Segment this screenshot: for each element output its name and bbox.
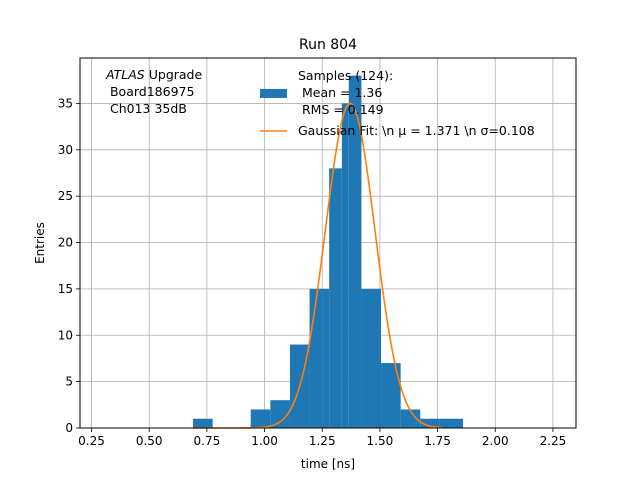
histogram-bar bbox=[439, 418, 463, 428]
histogram-bar bbox=[250, 409, 271, 428]
y-axis-ticks: 0 5 10 15 20 25 30 35 bbox=[58, 96, 80, 435]
legend-fit-label: Gaussian Fit: \n μ = 1.371 \n σ=0.108 bbox=[298, 123, 535, 138]
x-tick-label: 1.00 bbox=[251, 434, 278, 448]
histogram-bar bbox=[322, 288, 330, 428]
y-tick-label: 30 bbox=[58, 143, 73, 157]
atlas-italic-label: ATLAS bbox=[105, 67, 145, 82]
annotation-line-1: ATLAS Upgrade bbox=[105, 67, 202, 82]
x-tick-label: 2.25 bbox=[540, 434, 567, 448]
x-axis-ticks: 0.25 0.50 0.75 1.00 1.25 1.50 1.75 2.00 2.25 bbox=[78, 428, 566, 448]
y-tick-label: 10 bbox=[58, 328, 73, 342]
y-tick-label: 20 bbox=[58, 236, 73, 250]
annotation-line-2: Board186975 bbox=[106, 84, 194, 99]
x-tick-label: 0.25 bbox=[78, 434, 105, 448]
plot-area-frame bbox=[79, 57, 577, 429]
x-tick-label: 1.50 bbox=[367, 434, 394, 448]
histogram-bar bbox=[400, 409, 421, 428]
annotation-line-3: Ch013 35dB bbox=[106, 101, 187, 116]
x-tick-label: 0.75 bbox=[194, 434, 221, 448]
histogram-bar bbox=[270, 400, 290, 428]
y-tick-label: 0 bbox=[65, 421, 73, 435]
y-tick-label: 5 bbox=[65, 375, 73, 389]
legend-histogram-swatch bbox=[260, 89, 287, 98]
y-tick-label: 25 bbox=[58, 189, 73, 203]
histogram-bar bbox=[193, 418, 213, 428]
legend: Samples (124): Mean = 1.36 RMS = 0.149 G… bbox=[260, 68, 535, 138]
histogram-bar bbox=[361, 288, 382, 428]
chart-title: Run 804 bbox=[299, 37, 357, 53]
histogram-bar bbox=[420, 418, 440, 428]
annotation-upgrade: Upgrade bbox=[149, 67, 203, 82]
x-axis-label: time [ns] bbox=[301, 457, 355, 471]
legend-histogram-label-3: RMS = 0.149 bbox=[298, 102, 384, 117]
histogram-bar bbox=[341, 103, 349, 428]
histogram-bar bbox=[329, 168, 342, 428]
x-tick-label: 2.00 bbox=[482, 434, 509, 448]
legend-histogram-label-1: Samples (124): bbox=[298, 68, 393, 83]
legend-histogram-label-2: Mean = 1.36 bbox=[298, 85, 382, 100]
y-axis-label: Entries bbox=[33, 222, 47, 264]
x-tick-label: 1.75 bbox=[424, 434, 451, 448]
histogram-bar bbox=[381, 363, 401, 428]
x-tick-label: 1.25 bbox=[309, 434, 336, 448]
histogram-bar bbox=[309, 288, 323, 428]
y-tick-label: 35 bbox=[58, 96, 73, 110]
x-tick-label: 0.50 bbox=[136, 434, 163, 448]
histogram-bar bbox=[348, 75, 362, 428]
y-tick-label: 15 bbox=[58, 282, 73, 296]
